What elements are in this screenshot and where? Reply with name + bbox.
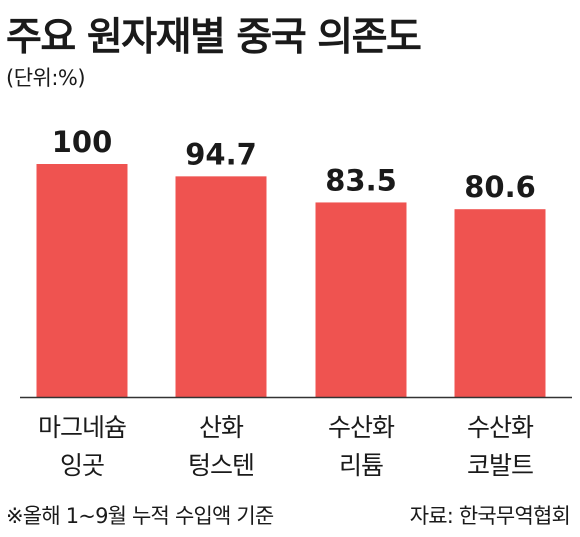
chart-title: 주요 원자재별 중국 의존도: [6, 15, 422, 60]
value-label-2: 94.7: [185, 137, 257, 171]
category-label-2-line-1: 산화: [199, 413, 244, 442]
bar-4: [454, 209, 546, 397]
category-label-4-line-2: 코발트: [467, 451, 533, 480]
value-label-1: 100: [52, 125, 113, 159]
category-label-1-line-1: 마그네슘: [38, 413, 126, 442]
bar-1: [36, 164, 128, 397]
category-label-3-line-1: 수산화: [328, 413, 395, 442]
source-label: 자료: 한국무역협회: [409, 504, 571, 528]
category-label-4-line-1: 수산화: [467, 413, 534, 442]
bar-3: [315, 202, 407, 397]
footnote: ※올해 1~9월 누적 수입액 기준: [6, 504, 274, 528]
unit-label: (단위:%): [6, 66, 86, 90]
category-label-1-line-2: 잉곳: [60, 451, 104, 480]
value-label-3: 83.5: [325, 163, 397, 197]
category-label-3-line-2: 리튬: [339, 451, 383, 480]
bar-2: [175, 176, 267, 397]
value-label-4: 80.6: [464, 170, 536, 204]
category-label-2-line-2: 텅스텐: [188, 451, 254, 480]
